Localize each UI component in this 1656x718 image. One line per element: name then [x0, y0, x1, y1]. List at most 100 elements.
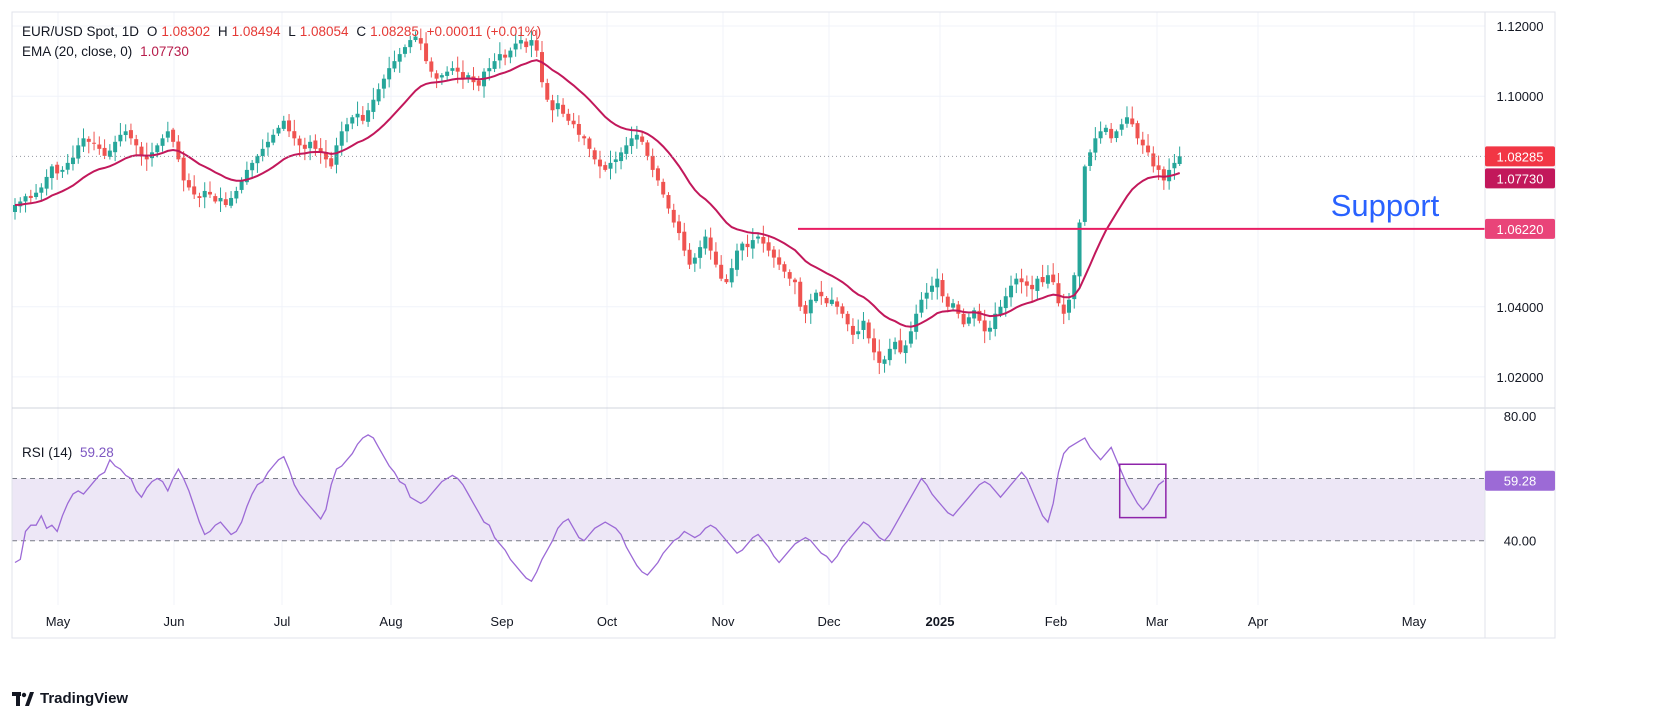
- candle-up: [1114, 131, 1119, 139]
- support-price-tag: 1.06220: [1497, 222, 1544, 237]
- y-tick-label: 1.04000: [1497, 300, 1544, 315]
- candle-up: [308, 141, 313, 149]
- candle-down: [313, 140, 318, 149]
- candle-up: [381, 78, 386, 89]
- candle-down: [745, 243, 750, 248]
- candle-up: [555, 103, 560, 110]
- candle-down: [719, 264, 724, 279]
- candle-down: [940, 280, 945, 297]
- rsi-highlight-box: [1118, 463, 1167, 519]
- candle-up: [445, 71, 450, 76]
- candle-up: [529, 40, 534, 46]
- x-tick-label: Jul: [274, 614, 291, 629]
- candle-down: [603, 165, 608, 170]
- x-tick-label: Dec: [817, 614, 841, 629]
- high-value: 1.08494: [231, 24, 281, 39]
- candle-up: [1072, 275, 1077, 300]
- price-pane: Support: [12, 28, 1485, 375]
- candle-down: [682, 231, 687, 251]
- change-value: +0.00011 (+0.01%): [426, 24, 542, 39]
- ema-line: [14, 59, 1181, 328]
- candle-up: [155, 145, 160, 153]
- candle-down: [840, 306, 845, 314]
- candle-up: [756, 236, 761, 239]
- candle-up: [698, 247, 703, 258]
- candle-down: [550, 100, 555, 111]
- candle-up: [13, 204, 17, 213]
- candle-down: [661, 181, 666, 195]
- close-label: C: [356, 24, 367, 39]
- candle-up: [34, 192, 39, 197]
- candle-up: [935, 278, 940, 288]
- support-annotation: Support: [1331, 188, 1440, 223]
- ema-legend[interactable]: EMA (20, close, 0) 1.07730: [22, 44, 193, 59]
- candle-up: [70, 157, 75, 165]
- candle-down: [677, 221, 682, 234]
- last-price-tag-bg: [1485, 146, 1555, 167]
- candle-up: [1088, 152, 1093, 166]
- candle-up: [371, 99, 376, 112]
- candle-up: [439, 75, 444, 78]
- x-tick-label: Nov: [711, 614, 735, 629]
- candle-down: [782, 264, 787, 272]
- x-tick-label: May: [1402, 614, 1427, 629]
- candle-down: [961, 313, 966, 325]
- tradingview-logo[interactable]: TradingView: [12, 690, 128, 707]
- candle-down: [866, 322, 871, 339]
- candle-down: [434, 73, 439, 79]
- candle-down: [503, 54, 508, 58]
- candle-down: [671, 209, 676, 223]
- candle-down: [429, 61, 434, 72]
- candle-down: [1156, 165, 1161, 170]
- candle-up: [1103, 127, 1108, 133]
- rsi-value-tag-bg: [1485, 470, 1555, 491]
- candle-down: [292, 131, 297, 139]
- candle-up: [466, 75, 471, 79]
- candle-down: [645, 142, 650, 156]
- candle-up: [972, 310, 977, 319]
- y-tick-label: 1.12000: [1497, 19, 1544, 34]
- candle-up: [376, 89, 381, 102]
- candle-up: [497, 54, 502, 61]
- x-tick-label: Apr: [1248, 614, 1269, 629]
- candle-up: [260, 148, 265, 157]
- candle-up: [60, 169, 65, 172]
- candle-down: [597, 159, 602, 167]
- rsi-band: [12, 478, 1485, 541]
- candle-up: [998, 306, 1003, 315]
- candle-up: [123, 131, 128, 136]
- ohlc-legend: EUR/USD Spot, 1D O 1.08302 H 1.08494 L 1.08…: [22, 24, 545, 39]
- symbol-label[interactable]: EUR/USD Spot, 1D: [22, 24, 140, 39]
- tradingview-logo-text: TradingView: [40, 690, 129, 707]
- candle-up: [1077, 222, 1082, 277]
- candle-down: [181, 157, 186, 181]
- x-tick-label: 2025: [926, 614, 955, 629]
- candle-down: [898, 340, 903, 353]
- candle-down: [128, 130, 133, 139]
- candle-down: [582, 136, 587, 139]
- candle-down: [877, 351, 882, 363]
- candle-down: [92, 142, 97, 144]
- candle-up: [1014, 278, 1019, 285]
- candle-up: [229, 197, 234, 206]
- candle-up: [750, 240, 755, 249]
- x-tick-label: Feb: [1045, 614, 1067, 629]
- candle-up: [65, 162, 70, 170]
- rsi-legend[interactable]: RSI (14) 59.28: [22, 445, 118, 460]
- candle-up: [908, 331, 913, 344]
- candle-down: [139, 146, 144, 156]
- ema-price-tag: 1.07730: [1497, 171, 1544, 186]
- candle-down: [302, 144, 307, 149]
- candle-down: [1051, 274, 1056, 283]
- candle-down: [223, 199, 228, 205]
- candle-up: [1093, 138, 1098, 153]
- candle-up: [392, 61, 397, 69]
- x-tick-label: Aug: [379, 614, 402, 629]
- candle-up: [39, 187, 44, 193]
- candle-up: [255, 155, 260, 164]
- candle-down: [102, 147, 107, 156]
- support-price-tag-bg: [1485, 218, 1555, 239]
- candle-down: [460, 72, 465, 79]
- candle-up: [397, 54, 402, 62]
